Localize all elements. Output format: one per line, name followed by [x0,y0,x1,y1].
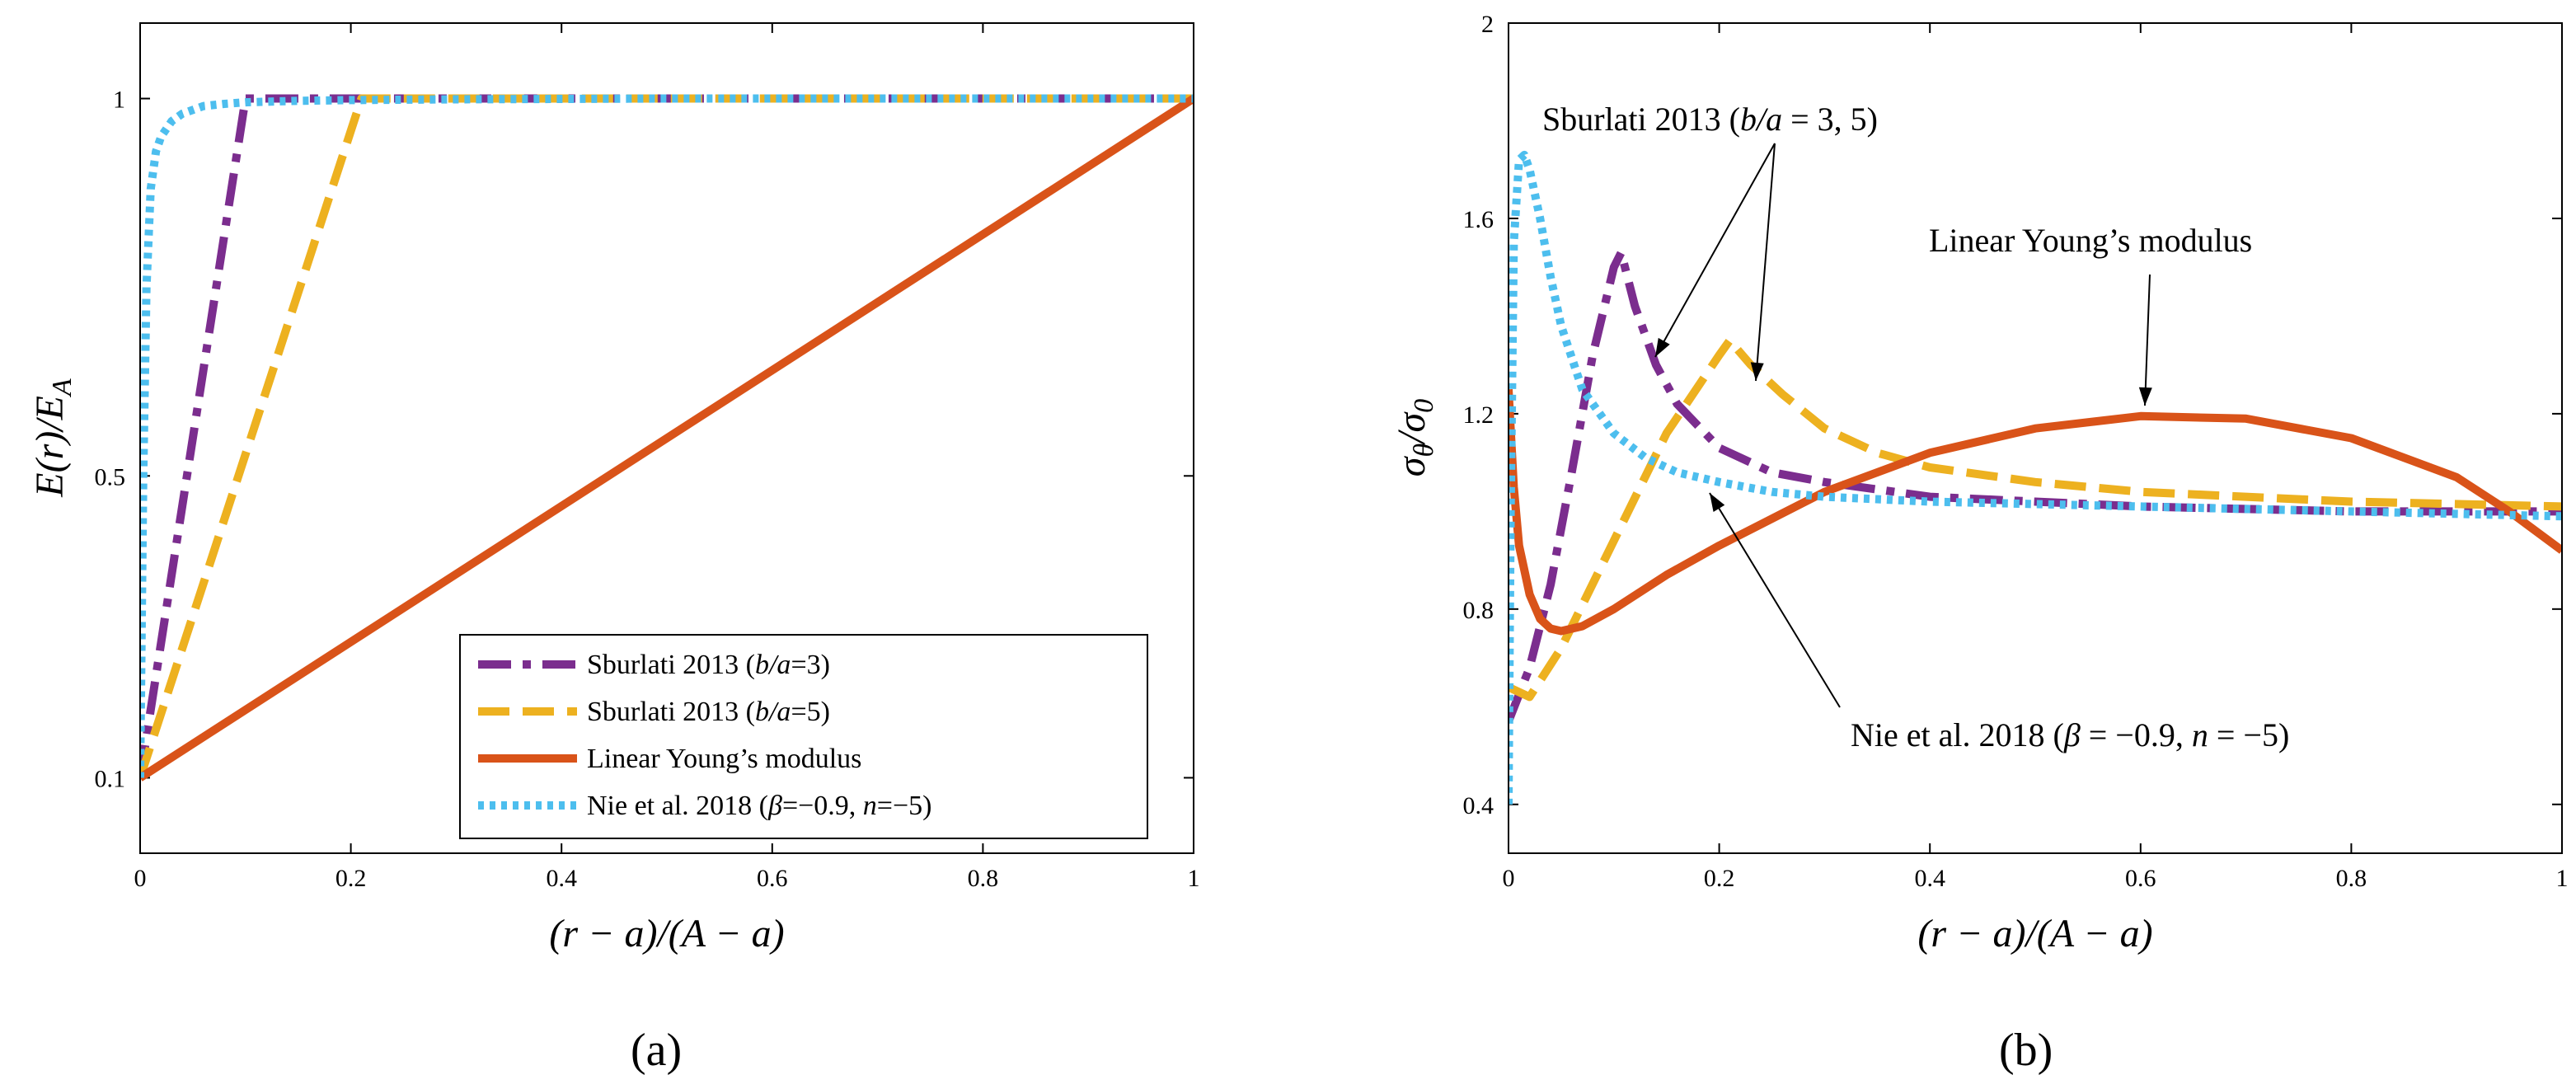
chart-a-x-tick-label: 1 [1188,865,1200,892]
chart-a-series-linear-line [140,95,1194,782]
chart-a-y-tick-label: 0.1 [95,765,126,792]
chart-b-y-ticks: 0.4 0.8 1.2 1.6 2 [1463,11,2562,819]
chart-a-x-ticks: 0 0.2 0.4 0.6 0.8 1 [134,23,1200,892]
arrowhead-sburlati-5 [1750,362,1764,381]
chart-a-series-nie-line [140,94,1194,778]
chart-a-y-tick-label: 0.5 [95,463,126,491]
chart-a-panel-label: (a) [631,1025,682,1076]
chart-b-series-nie-line [1509,150,2562,805]
chart-b-series-sburlati-5-line [1509,336,2562,702]
chart-a-legend-label-sburlati-5: Sburlati 2013 (b/a=5) [587,697,830,727]
chart-a-legend-label-sburlati-3: Sburlati 2013 (b/a=3) [587,650,830,680]
chart-b-y-axis-sub2: 0 [1409,399,1439,413]
chart-b-x-tick-label: 0.2 [1704,865,1735,892]
chart-b-axes-box [1508,22,2563,854]
chart-a-legend-label-linear: Linear Young’s modulus [587,744,861,774]
annotation-nie-text: Nie et al. 2018 (β = −0.9, n = −5) [1851,716,2289,753]
chart-a-y-axis-label: E(r)/EA [28,378,77,498]
chart-a-y-tick-label: 1 [113,87,125,114]
chart-a-x-tick-label: 0.6 [757,865,788,892]
chart-a-axes-box [139,22,1194,854]
chart-a-x-tick-label: 0.8 [968,865,999,892]
annotation-sburlati-text: Sburlati 2013 (b/a = 3, 5) [1542,101,1878,138]
chart-b-annotations [1654,143,2151,708]
annotation-linear-text: Linear Young’s modulus [1929,222,2252,259]
chart-b-y-axis-label: σθ/σ0 [1390,399,1439,476]
chart-b: 0 0.2 0.4 0.6 0.8 1 0.4 0.8 1.2 1.6 2 (r − a)/(A … [1390,11,2569,1076]
chart-b-x-tick-label: 1 [2556,865,2569,892]
arrowhead-linear [2138,387,2152,406]
chart-b-y-tick-label: 0.4 [1463,792,1494,819]
chart-b-x-ticks: 0 0.2 0.4 0.6 0.8 1 [1503,23,2569,892]
chart-b-y-tick-label: 0.8 [1463,597,1494,624]
annotation-arrow-nie [1709,492,1841,708]
chart-b-x-tick-label: 0.4 [1914,865,1945,892]
chart-b-y-tick-label: 1.6 [1463,206,1494,233]
arrowhead-nie [1710,493,1725,512]
chart-b-annotation-heads [1655,337,2152,512]
chart-b-series-linear-line [1509,389,2562,636]
chart-b-x-tick-label: 0.8 [2336,865,2367,892]
chart-a-x-axis-label: (r − a)/(A − a) [549,912,784,955]
chart-a-x-tick-label: 0.2 [335,865,367,892]
chart-b-x-tick-label: 0.6 [2125,865,2156,892]
chart-a: 0 0.2 0.4 0.6 0.8 1 0.1 0.5 1 (r − a)/(A − a) E… [28,22,1200,1076]
arrowhead-sburlati-3 [1655,337,1670,357]
chart-a-legend: Sburlati 2013 (b/a=3) Sburlati 2013 (b/a… [459,634,1148,839]
chart-a-x-tick-label: 0 [134,865,147,892]
annotation-arrow-sburlati-5 [1755,143,1776,382]
annotation-arrow-linear [2144,274,2151,406]
chart-b-x-tick-label: 0 [1503,865,1515,892]
chart-b-panel-label: (b) [1999,1025,2053,1076]
chart-b-y-tick-label: 1.2 [1463,401,1494,429]
chart-a-legend-label-nie: Nie et al. 2018 (β=−0.9, n=−5) [587,791,931,821]
chart-b-y-axis-sub1: θ [1409,444,1439,458]
chart-a-x-tick-label: 0.4 [546,865,577,892]
annotation-arrow-sburlati-3 [1654,143,1776,358]
chart-b-y-tick-label: 2 [1481,11,1494,38]
chart-b-x-axis-label: (r − a)/(A − a) [1917,912,2152,955]
chart-a-y-axis-sub: A [47,378,77,397]
chart-b-series-sburlati-3-line [1509,248,2562,723]
